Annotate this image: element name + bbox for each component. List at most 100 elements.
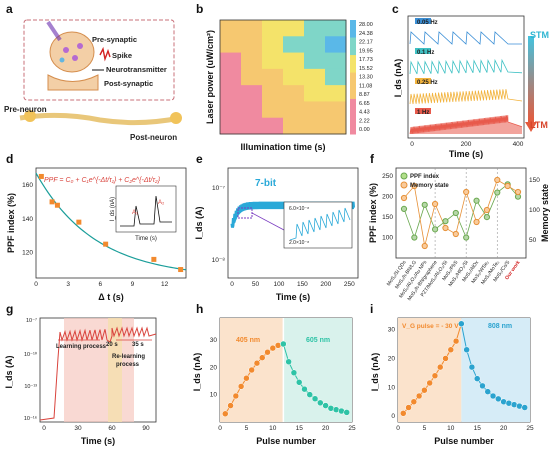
heatmap-cell [283,68,305,86]
panel-g: g Learning process 20 s 35 s Re-learning… [4,302,157,446]
y-tick: 10⁻¹⁶ [24,415,37,422]
y-tick: 10⁻⁷ [212,185,226,192]
inset-y-tick: 2.0×10⁻⁸ [289,240,309,246]
data-point [411,234,418,241]
heatmap-cell [241,36,263,54]
ppf-formula: PPF = C₀ + C₁e^{-Δt/τ₁} + C₂e^{-Δt/τ₂} [44,177,161,184]
data-point [494,176,501,184]
ltm-label: LTM [530,120,548,130]
axon [19,112,181,126]
light-beam [46,20,62,42]
panel-h-letter: h [196,302,203,316]
heatmap-cell [220,117,242,135]
x-tick: 5 [423,425,427,432]
panel-b-ylabel: Laser power (uW/cm²) [205,30,215,124]
heatmap-cell [283,85,305,102]
data-point [463,346,470,354]
heatmap-cell [220,36,242,54]
panel-g-ticks: 0 30 60 90 10⁻⁷ 10⁻¹⁰ 10⁻¹³ 10⁻¹⁶ [24,317,150,432]
data-point [442,218,449,225]
data-point [327,405,335,412]
panel-c-xlabel: Time (s) [449,149,483,159]
panel-d-plot [35,172,187,273]
heatmap-cell [325,101,347,119]
data-point [274,342,282,349]
panel-h-ylabel: I_ds (nA) [192,353,202,392]
panel-c-letter: c [392,2,399,16]
heatmap-frame [219,19,347,135]
data-point [49,199,55,205]
y-tick: 10⁻⁸ [212,257,226,264]
data-point [222,410,229,418]
trace-line [39,326,157,421]
x-tick: 0 [230,281,234,288]
data-point [473,375,481,382]
inset-y-tick: 6.0×10⁻⁸ [289,206,309,212]
data-point [338,407,345,415]
panel-i-letter: i [370,302,373,316]
data-point [483,206,491,214]
heatmap-cell [220,68,242,86]
data-point [483,213,491,221]
heatmap-cell [262,101,284,119]
data-point [473,197,480,204]
data-point [410,398,418,406]
y-tick: 10⁻¹³ [24,384,37,390]
y-tick: 20 [210,364,218,371]
x-tick: 6 [98,281,102,288]
inset-a1: A₁ [132,210,138,216]
heatmap-cell [283,36,305,54]
y-tick-left: 200 [382,194,393,201]
y-tick: 20 [388,355,396,362]
data-point [258,354,266,361]
trace-line [409,31,522,45]
heatmap-cell [304,20,326,37]
data-point [301,385,308,393]
x-tick: 15 [474,425,482,432]
panel-a-letter: a [6,2,13,16]
y-tick: 30 [210,337,218,344]
y-tick: 10⁻¹⁰ [24,351,38,358]
pre-synaptic-label: Pre-synaptic [92,35,137,44]
heatmap-cell [262,20,284,37]
panel-g-letter: g [6,302,13,316]
x-tick: 30 [74,425,82,432]
x-tick: 5 [245,425,249,432]
heatmap-cell [220,20,242,37]
y-tick-right: 50 [529,237,537,244]
trace-line [409,115,523,135]
colorbar-segment [350,55,356,65]
x-tick: 0 [42,425,46,432]
colorbar-segment [350,37,356,47]
data-point [494,189,501,196]
freq-label: 0.25 Hz [417,80,438,86]
panel-g-xlabel: Time (s) [81,436,115,446]
heatmap-cell [304,85,326,102]
panel-h-xlabel: Pulse number [256,436,316,446]
y-tick-left: 100 [382,235,393,242]
y-tick: 120 [22,250,33,257]
heatmap-cell [283,101,305,119]
post-neuron-body [170,112,182,124]
heatmap-cell [325,117,347,135]
data-point [178,267,184,273]
data-point [269,344,277,352]
data-point [468,363,476,371]
panel-e-letter: e [196,152,203,166]
heatmap-cell [304,101,326,119]
data-point [295,379,303,386]
x-tick: 200 [320,281,331,288]
panel-d-ylabel: PPF index (%) [6,193,16,253]
data-point [431,226,439,233]
data-point [285,358,292,366]
data-point [442,355,449,362]
colorbar-segment [350,116,356,126]
x-tick: 3 [66,281,70,288]
panel-f: f PPF index Memory state MoS₂/Si QDsMoS₂… [368,152,550,302]
pre-neuron-label: Pre-neuron [4,105,47,114]
post-synaptic-terminal [47,74,99,91]
colorbar-tick: 11.08 [359,83,372,89]
relearning-region [108,318,122,422]
panel-i: i V_G pulse = - 30 V 808 nm 0 5 10 15 20 25 0 1… [370,302,534,446]
